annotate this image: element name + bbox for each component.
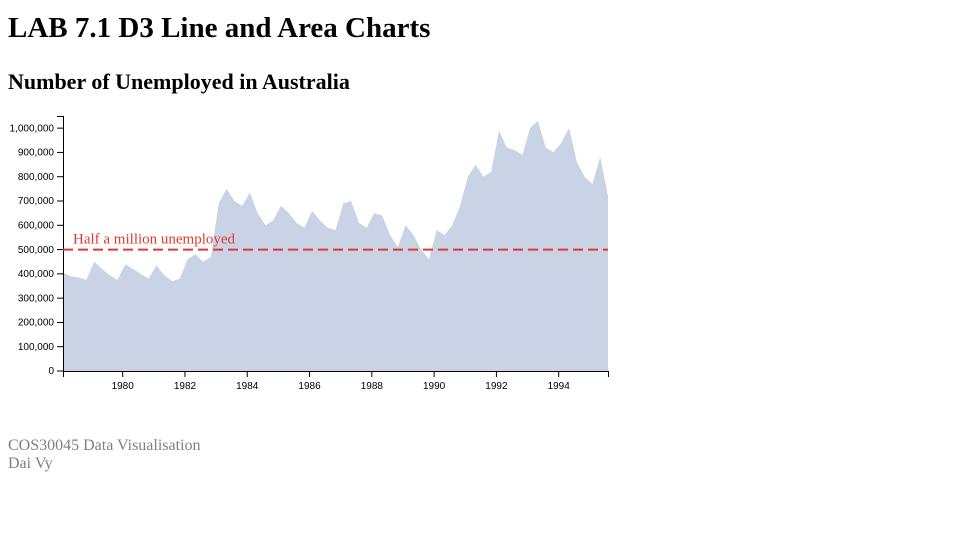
- x-tick-label: 1984: [236, 381, 259, 392]
- x-tick-label: 1992: [485, 381, 508, 392]
- unemployment-area-chart: 1980 1982 1984 1986 1988 1990 1992 1994 0 100,00…: [10, 116, 609, 392]
- footer-course: COS30045 Data Visualisation: [8, 437, 201, 454]
- y-tick-label: 600,000: [18, 220, 55, 231]
- y-tick-label: 400,000: [18, 269, 55, 280]
- x-tick-label: 1986: [298, 381, 321, 392]
- y-tick-label: 700,000: [18, 196, 55, 207]
- y-tick-label: 900,000: [18, 148, 55, 159]
- x-tick-label: 1990: [423, 381, 446, 392]
- chart-title: Number of Unemployed in Australia: [8, 69, 350, 94]
- y-tick-label: 0: [48, 366, 54, 377]
- x-tick-label: 1988: [361, 381, 384, 392]
- y-tick-label: 1,000,000: [10, 123, 55, 134]
- threshold-label: Half a million unemployed: [73, 232, 236, 248]
- unemployment-area: [63, 120, 608, 372]
- y-tick-label: 500,000: [18, 245, 55, 256]
- x-tick-label: 1982: [174, 381, 197, 392]
- footer-author: Dai Vy: [8, 455, 53, 472]
- x-axis-line: [63, 371, 609, 377]
- y-tick-label: 100,000: [18, 342, 55, 353]
- x-tick-label: 1980: [112, 381, 135, 392]
- page-title: LAB 7.1 D3 Line and Area Charts: [8, 12, 431, 44]
- y-axis: 0 100,000 200,000 300,000 400,000 500,000 600,…: [10, 116, 64, 377]
- footer: COS30045 Data Visualisation Dai Vy: [8, 437, 201, 473]
- y-axis-line: [57, 116, 64, 372]
- y-tick-label: 300,000: [18, 293, 55, 304]
- y-tick-label: 800,000: [18, 172, 55, 183]
- y-tick-label: 200,000: [18, 318, 55, 329]
- x-tick-label: 1994: [548, 381, 571, 392]
- x-axis: 1980 1982 1984 1986 1988 1990 1992 1994: [63, 371, 609, 392]
